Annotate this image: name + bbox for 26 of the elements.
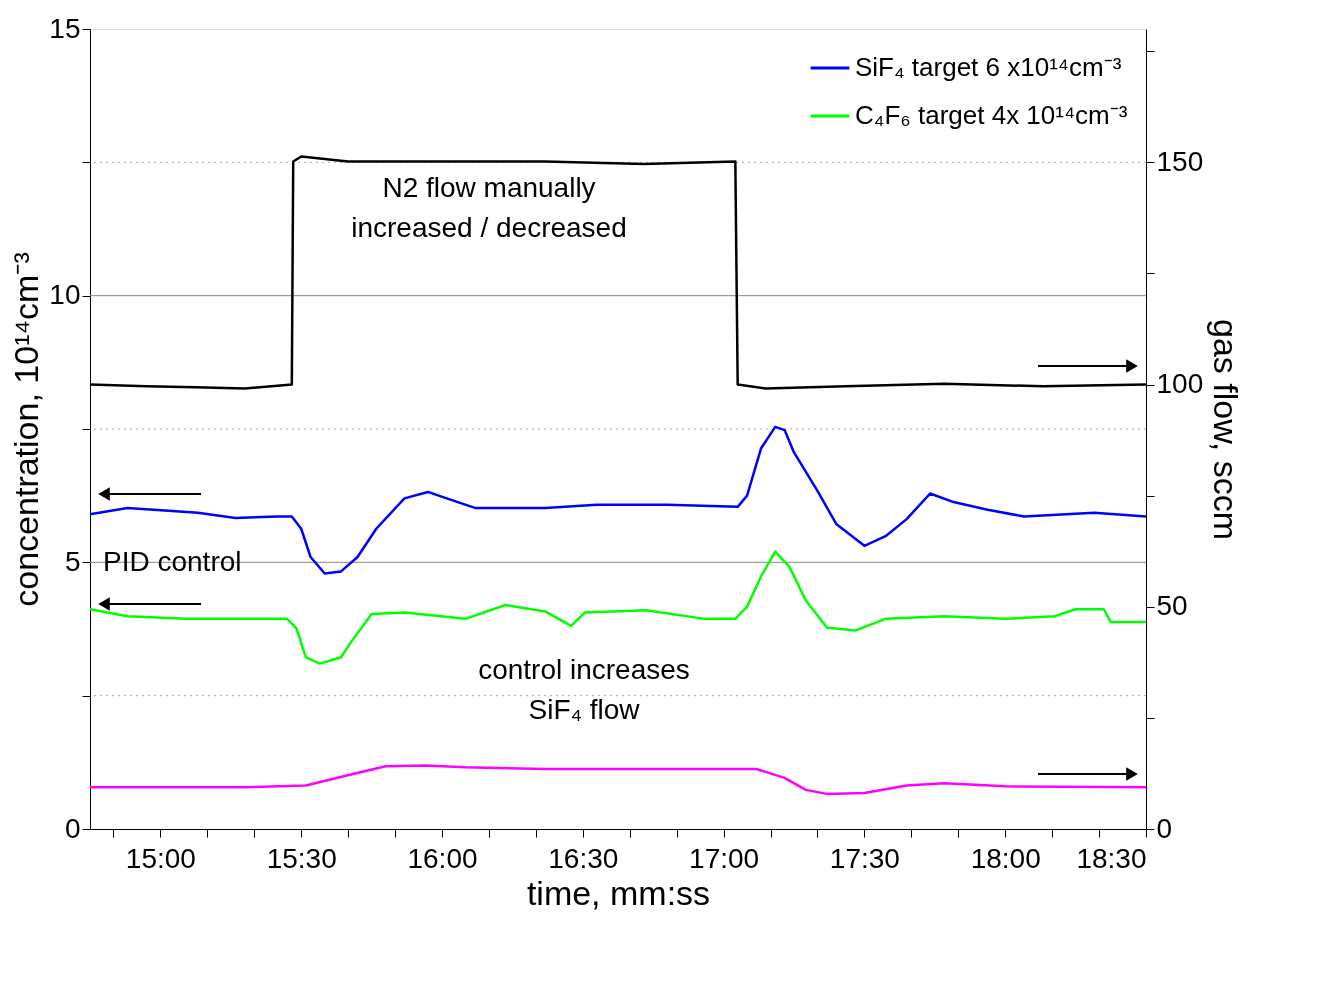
x-tick-label: 18:00 (970, 842, 1041, 874)
y-tick-label: 5 (64, 545, 81, 577)
y-axis-title: concentration, 10¹⁴cm⁻³ (7, 252, 46, 607)
annotation: control increases SiF₄ flow (478, 654, 690, 725)
annotation: N2 flow manually increased / decreased (351, 172, 627, 243)
x-tick-label: 15:30 (266, 842, 337, 874)
legend-label: C₄F₆ target 4x 10¹⁴cm⁻³ (855, 100, 1128, 130)
y-tick-label: 0 (64, 812, 81, 844)
annotation: PID control (103, 546, 242, 577)
x-tick-label: 16:30 (548, 842, 619, 874)
x-tick-label: 17:30 (829, 842, 900, 874)
x-tick-label: 16:00 (407, 842, 478, 874)
y2-tick-label: 150 (1156, 145, 1204, 177)
y-tick-label: 10 (49, 279, 81, 311)
y2-tick-label: 50 (1156, 590, 1188, 622)
x-tick-label: 18:30 (1076, 842, 1147, 874)
line-series (88, 425, 1148, 575)
x-tick-label: 15:00 (125, 842, 196, 874)
y-tick-label: 15 (49, 12, 81, 44)
y2-tick-label: 0 (1156, 812, 1173, 844)
y2-tick-label: 100 (1156, 368, 1204, 400)
line-series (88, 764, 1148, 796)
legend-label: SiF₄ target 6 x10¹⁴cm⁻³ (855, 52, 1122, 82)
x-axis-title: time, mm:ss (526, 873, 711, 912)
x-tick-label: 17:00 (689, 842, 760, 874)
y2-axis-title: gas flow, sccm (1207, 318, 1246, 541)
